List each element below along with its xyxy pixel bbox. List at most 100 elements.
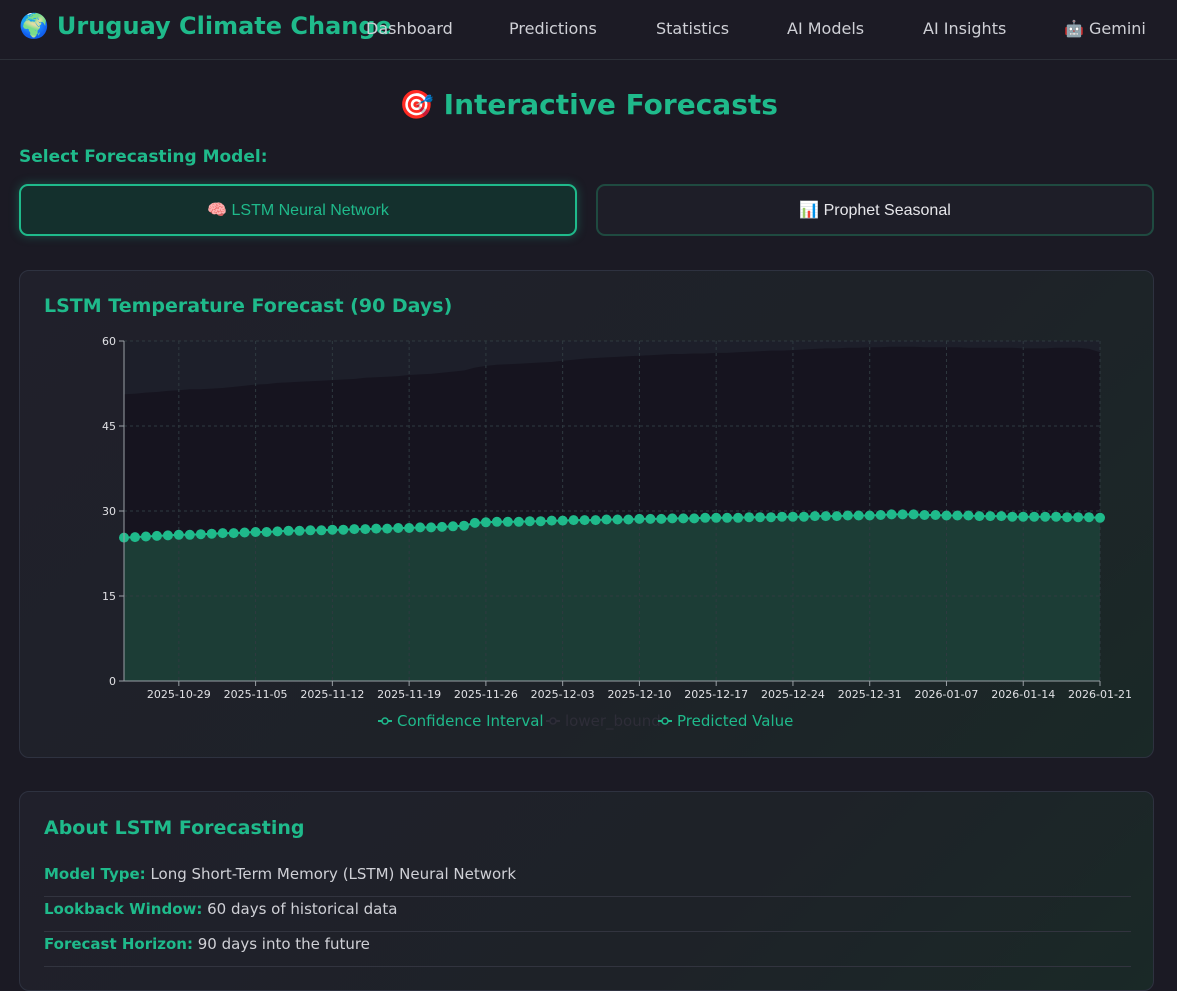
predicted-point [491, 516, 502, 527]
legend-swatch-marker [381, 717, 389, 725]
predicted-point [634, 513, 645, 524]
x-tick-label: 2025-11-19 [377, 688, 441, 701]
about-value: 90 days into the future [197, 935, 370, 953]
chart-title: LSTM Temperature Forecast (90 Days) [44, 295, 453, 317]
nav-statistics[interactable]: Statistics [656, 19, 730, 38]
predicted-point [1051, 511, 1062, 522]
predicted-point [590, 515, 601, 526]
nav-gemini[interactable]: 🤖 Gemini [1064, 19, 1146, 38]
predicted-point [678, 513, 689, 524]
x-tick-label: 2025-12-10 [607, 688, 671, 701]
x-tick-label: 2025-11-26 [454, 688, 518, 701]
predicted-point [371, 523, 382, 534]
legend-label[interactable]: lower_bound [565, 712, 661, 731]
predicted-point [1040, 511, 1051, 522]
predicted-point [184, 529, 195, 540]
nav-dashboard[interactable]: Dashboard [366, 19, 453, 38]
legend-swatch-marker [661, 717, 669, 725]
predicted-point [919, 510, 930, 520]
predicted-point [963, 510, 974, 521]
legend-label[interactable]: Confidence Interval [397, 712, 544, 730]
forecast-chart-card: LSTM Temperature Forecast (90 Days) 0 15 3… [19, 270, 1154, 758]
predicted-point [711, 512, 722, 523]
about-key: Lookback Window: [44, 900, 203, 918]
lstm-model-button[interactable]: 🧠 LSTM Neural Network [19, 184, 577, 236]
predicted-point [415, 522, 426, 533]
predicted-point [656, 513, 667, 524]
main-nav: Dashboard Predictions Statistics AI Mode… [0, 19, 1177, 41]
predicted-point [755, 512, 765, 523]
predicted-point [667, 513, 678, 524]
y-tick-label: 30 [102, 505, 116, 518]
predicted-point [130, 532, 140, 543]
about-card: About LSTM Forecasting Model Type: Long … [19, 791, 1154, 991]
predicted-point [250, 527, 261, 537]
prophet-model-button[interactable]: 📊 Prophet Seasonal [596, 184, 1154, 236]
predicted-point [864, 510, 875, 521]
predicted-point [766, 512, 776, 523]
predicted-point [524, 516, 535, 527]
y-tick-label: 45 [102, 420, 116, 433]
predicted-point [601, 514, 612, 525]
predicted-point [568, 515, 579, 526]
x-tick-label: 2025-12-24 [761, 688, 825, 701]
about-row-lookback: Lookback Window: 60 days of historical d… [44, 898, 1131, 932]
predicted-point [206, 528, 217, 539]
predicted-point [195, 529, 206, 540]
predicted-point [272, 526, 283, 537]
brand-title: Uruguay Climate Change [56, 12, 392, 40]
predicted-point [798, 511, 809, 522]
nav-predictions[interactable]: Predictions [509, 19, 597, 38]
predicted-point [645, 513, 656, 524]
brand[interactable]: 🌍 Uruguay Climate Change [19, 12, 392, 40]
predicted-point [557, 515, 568, 526]
predicted-point [733, 512, 744, 523]
predicted-point [327, 524, 338, 535]
about-key: Model Type: [44, 865, 146, 883]
predicted-point [283, 525, 294, 536]
predicted-point [173, 529, 184, 540]
y-tick-label: 0 [109, 675, 116, 688]
predicted-point [459, 520, 469, 531]
nav-ai-models[interactable]: AI Models [787, 19, 865, 38]
predicted-point [1095, 512, 1105, 523]
predicted-point [217, 528, 228, 539]
predicted-point [393, 523, 404, 533]
predicted-point [996, 511, 1007, 522]
legend-label[interactable]: Predicted Value [677, 712, 793, 730]
top-navbar: 🌍 Uruguay Climate Change Dashboard Predi… [0, 0, 1177, 60]
predicted-point [722, 512, 733, 523]
predicted-point [360, 524, 371, 535]
about-title: About LSTM Forecasting [44, 817, 305, 839]
select-model-label: Select Forecasting Model: [19, 147, 268, 167]
x-tick-label: 2025-12-17 [684, 688, 748, 701]
predicted-point [842, 510, 853, 521]
nav-ai-insights[interactable]: AI Insights [923, 19, 1007, 38]
predicted-point [744, 512, 755, 523]
about-value: 60 days of historical data [207, 900, 398, 918]
predicted-point [228, 528, 239, 539]
x-tick-label: 2025-12-03 [531, 688, 595, 701]
predicted-point [338, 524, 349, 535]
predicted-point [820, 511, 831, 522]
y-tick-label: 15 [102, 590, 116, 603]
predicted-point [941, 510, 952, 521]
predicted-point [777, 511, 787, 522]
predicted-point [689, 513, 700, 524]
predicted-point [831, 511, 842, 522]
x-tick-label: 2025-10-29 [147, 688, 211, 701]
legend-swatch-marker [549, 717, 557, 725]
predicted-point [809, 511, 820, 522]
predicted-point [261, 527, 272, 537]
about-row-model-type: Model Type: Long Short-Term Memory (LSTM… [44, 863, 1131, 897]
predicted-point [612, 514, 623, 525]
predicted-point [1062, 512, 1073, 523]
predicted-point [579, 515, 590, 526]
predicted-point [140, 531, 151, 542]
predicted-point [437, 521, 447, 532]
predicted-point [305, 525, 316, 536]
predicted-point [426, 522, 437, 533]
predicted-point [985, 511, 996, 522]
predicted-point [1007, 511, 1018, 522]
predicted-point [952, 510, 963, 521]
